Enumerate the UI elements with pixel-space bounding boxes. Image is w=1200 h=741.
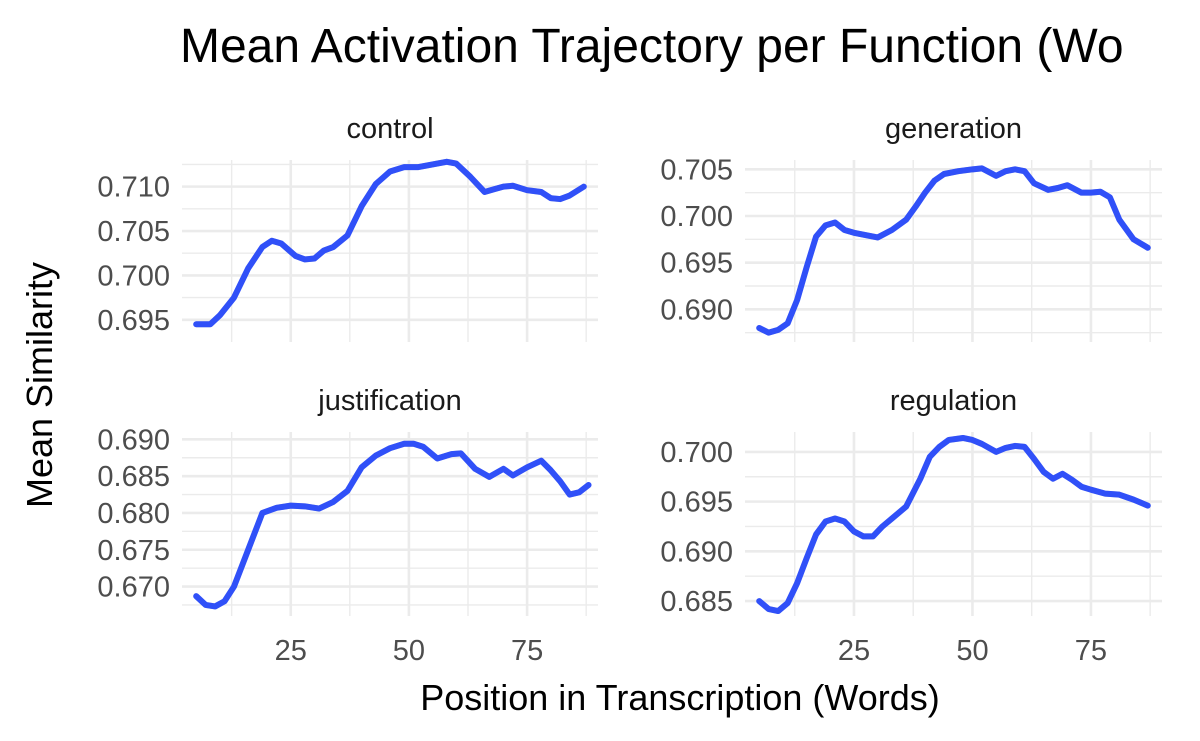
- panel-justification: justification 0.670 0.675 0.680 0.685 0.690: [97, 385, 598, 616]
- panel-control: control 0.695 0.700 0.705 0.710: [97, 113, 598, 342]
- x-tick-label: 75: [511, 635, 543, 667]
- confidence-band: [196, 158, 584, 328]
- y-tick-label: 0.670: [97, 572, 170, 604]
- y-tick-label: 0.700: [660, 201, 733, 233]
- facet-strip-label: control: [346, 113, 433, 145]
- y-tick-label: 0.680: [97, 498, 170, 530]
- y-tick-label: 0.675: [97, 535, 170, 567]
- x-tick-label: 25: [275, 635, 307, 667]
- x-tick-label: 75: [1075, 635, 1107, 667]
- x-axis-title: Position in Transcription (Words): [420, 677, 940, 718]
- y-tick-label: 0.700: [97, 260, 170, 292]
- y-tick-label: 0.705: [97, 216, 170, 248]
- y-tick-label: 0.685: [97, 461, 170, 493]
- y-tick-label: 0.690: [660, 536, 733, 568]
- panel-generation: generation 0.690 0.695 0.700 0.705: [660, 113, 1162, 342]
- y-tick-label: 0.700: [660, 437, 733, 469]
- facet-strip-label: generation: [885, 113, 1022, 145]
- chart-title: Mean Activation Trajectory per Function …: [180, 20, 1124, 73]
- facet-panels: control 0.695 0.700 0.705 0.710 generation 0.6…: [97, 113, 1162, 618]
- series-line-control: [193, 158, 587, 328]
- y-tick-label: 0.695: [660, 487, 733, 519]
- y-tick-label: 0.690: [660, 294, 733, 326]
- x-tick-label: 25: [838, 635, 870, 667]
- y-tick-label: 0.690: [97, 424, 170, 456]
- facet-strip-label: regulation: [890, 385, 1017, 417]
- confidence-band: [759, 434, 1148, 615]
- panel-regulation: regulation 0.685 0.690 0.695 0.700: [660, 385, 1162, 618]
- facet-strip-label: justification: [317, 385, 461, 417]
- y-tick-label: 0.695: [97, 305, 170, 337]
- series-line-regulation: [756, 434, 1151, 615]
- y-axis-title: Mean Similarity: [19, 262, 60, 508]
- y-tick-label: 0.710: [97, 172, 170, 204]
- x-tick-label: 50: [956, 635, 988, 667]
- x-tick-label: 50: [393, 635, 425, 667]
- y-tick-label: 0.695: [660, 248, 733, 280]
- y-tick-label: 0.705: [660, 154, 733, 186]
- series-line-justification: [193, 440, 592, 610]
- y-tick-label: 0.685: [660, 586, 733, 618]
- series-line-generation: [756, 165, 1151, 336]
- x-axis-ticks: 25 50 75 25 50 75: [275, 635, 1107, 667]
